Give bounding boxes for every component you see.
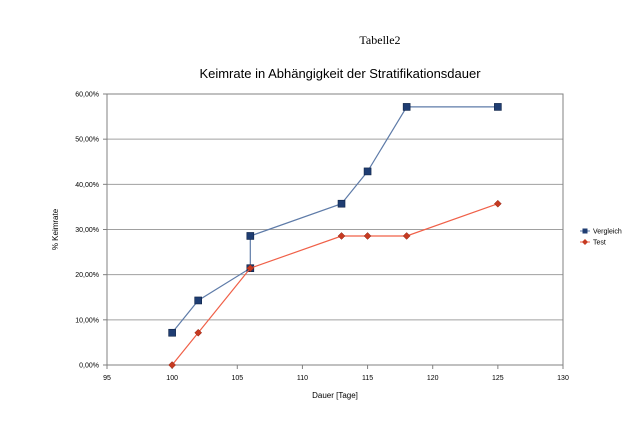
data-point bbox=[337, 232, 346, 240]
data-point bbox=[402, 103, 411, 111]
y-tick-label: 20,00% bbox=[75, 272, 99, 279]
data-point bbox=[402, 232, 411, 240]
x-tick-label: 100 bbox=[166, 375, 178, 382]
legend-marker bbox=[582, 239, 588, 245]
data-point bbox=[194, 296, 202, 305]
x-tick-label: 115 bbox=[362, 375, 373, 382]
legend-marker bbox=[582, 228, 588, 234]
x-tick-label: 120 bbox=[427, 375, 439, 382]
chart-title: Keimrate in Abhängigkeit der Stratifikat… bbox=[199, 66, 481, 81]
legend-label: Test bbox=[593, 240, 606, 247]
y-tick-label: 50,00% bbox=[75, 137, 99, 144]
series-line bbox=[171, 203, 499, 366]
y-tick-label: 30,00% bbox=[75, 227, 99, 234]
series-vergleich bbox=[168, 103, 502, 337]
x-tick-label: 110 bbox=[297, 375, 308, 382]
data-point bbox=[246, 264, 255, 273]
y-axis-ticks: 0,00% 10,00% 20,00% 30,00% 40,00% 50,00% 60,00… bbox=[75, 92, 107, 370]
series-layer bbox=[168, 103, 502, 369]
x-tick-label: 105 bbox=[231, 375, 243, 382]
grid-lines bbox=[107, 138, 563, 321]
page-title: Tabelle2 bbox=[359, 33, 401, 47]
legend-item: Vergleich bbox=[580, 228, 622, 236]
y-axis-label: % Keimrate bbox=[51, 208, 60, 250]
series-test bbox=[168, 199, 502, 369]
x-tick-label: 130 bbox=[557, 375, 569, 382]
y-tick-label: 40,00% bbox=[75, 182, 99, 189]
data-point bbox=[494, 103, 502, 111]
x-tick-label: 95 bbox=[103, 375, 111, 382]
data-point bbox=[337, 199, 346, 208]
data-point bbox=[494, 199, 502, 208]
y-tick-label: 0,00% bbox=[79, 363, 99, 370]
data-point bbox=[194, 328, 203, 337]
y-tick-label: 10,00% bbox=[75, 317, 99, 324]
data-point bbox=[168, 328, 176, 337]
y-tick-label: 60,00% bbox=[75, 92, 99, 99]
data-point bbox=[246, 232, 255, 240]
data-point bbox=[363, 232, 372, 240]
x-tick-label: 125 bbox=[492, 375, 504, 382]
data-point bbox=[168, 361, 176, 369]
legend-item: Test bbox=[580, 239, 606, 247]
x-axis-label: Dauer [Tage] bbox=[312, 391, 358, 400]
series-line bbox=[171, 106, 498, 334]
legend-label: Vergleich bbox=[593, 229, 622, 236]
legend: Vergleich Test bbox=[580, 228, 622, 247]
data-point bbox=[363, 167, 372, 176]
